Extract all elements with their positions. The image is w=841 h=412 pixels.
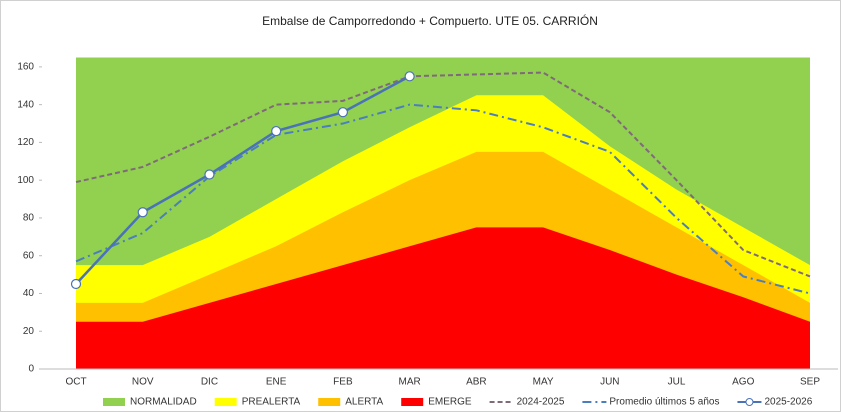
x-tick-label: ENE <box>266 377 287 388</box>
y-tick-label: 100 <box>17 175 34 186</box>
point-marker <box>137 207 148 218</box>
x-tick-label: DIC <box>201 377 218 388</box>
x-tick-label: MAY <box>533 377 554 388</box>
point-marker <box>271 125 282 137</box>
y-tick-label: 80 <box>23 213 35 224</box>
legend-label: EMERGE <box>428 397 472 408</box>
y-tick-label: 140 <box>17 99 34 110</box>
x-tick-label: JUN <box>600 377 619 388</box>
x-tick-label: NOV <box>132 377 154 388</box>
point-marker <box>337 107 349 118</box>
chart-title: Embalse de Camporredondo + Compuerto. UT… <box>262 13 598 28</box>
y-tick-label: 20 <box>23 326 35 337</box>
legend-swatch <box>318 398 341 406</box>
area <box>76 227 810 369</box>
series-line <box>75 103 811 295</box>
y-tick-label: 0 <box>28 364 34 375</box>
legend-label: PREALERTA <box>242 397 301 408</box>
x-tick-label: SEP <box>800 377 820 388</box>
point-marker <box>404 71 415 82</box>
legend-label: 2025-2026 <box>764 397 812 408</box>
x-tick-label: JUL <box>668 377 686 388</box>
y-tick-label: 160 <box>17 62 34 73</box>
legend-label: 2024-2025 <box>517 397 565 408</box>
legend-label: ALERTA <box>345 397 383 408</box>
x-tick-label: FEB <box>333 377 353 388</box>
x-tick-label: AGO <box>732 377 754 388</box>
series-line <box>75 71 811 278</box>
y-tick-label: 60 <box>23 250 35 261</box>
point-marker <box>204 169 215 180</box>
x-tick-label: OCT <box>65 377 86 388</box>
legend-swatch <box>103 398 125 406</box>
legend-label: NORMALIDAD <box>130 397 197 408</box>
x-tick-label: ABR <box>466 377 487 388</box>
legend-swatch <box>401 398 424 406</box>
legend-label: Promedio últimos 5 años <box>609 397 719 408</box>
y-tick-label: 40 <box>23 288 35 299</box>
y-tick-label: 120 <box>17 137 34 148</box>
point-marker <box>70 278 82 290</box>
legend-swatch <box>745 398 754 406</box>
legend-swatch <box>214 398 237 406</box>
series-line <box>75 75 411 285</box>
x-tick-label: MAR <box>399 377 421 388</box>
